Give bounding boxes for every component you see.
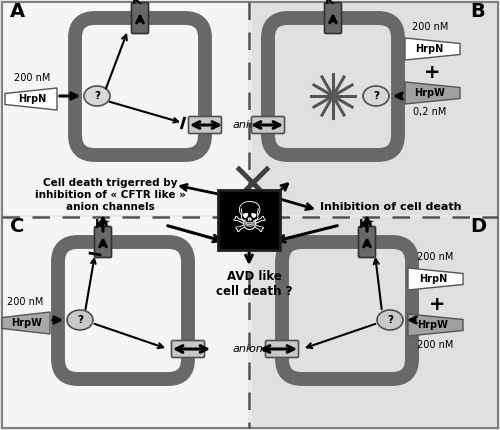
Text: K⁺: K⁺ xyxy=(359,218,375,230)
FancyBboxPatch shape xyxy=(324,3,342,34)
Text: 0,2 nM: 0,2 nM xyxy=(414,107,446,117)
FancyBboxPatch shape xyxy=(358,227,376,258)
Text: 200 nM: 200 nM xyxy=(7,297,43,307)
Bar xyxy=(2,2,248,215)
FancyBboxPatch shape xyxy=(188,117,222,133)
Text: K⁺: K⁺ xyxy=(325,0,341,6)
Text: HrpN: HrpN xyxy=(418,274,447,284)
Polygon shape xyxy=(405,82,460,104)
Text: HrpW: HrpW xyxy=(12,318,42,328)
Text: anions: anions xyxy=(233,344,269,354)
FancyBboxPatch shape xyxy=(252,117,284,133)
FancyBboxPatch shape xyxy=(172,341,204,357)
Text: ?: ? xyxy=(387,315,393,325)
Ellipse shape xyxy=(84,86,110,106)
Text: +: + xyxy=(424,62,440,82)
Text: HrpN: HrpN xyxy=(416,44,444,54)
FancyBboxPatch shape xyxy=(218,190,280,250)
FancyBboxPatch shape xyxy=(266,341,298,357)
Polygon shape xyxy=(408,268,463,290)
Polygon shape xyxy=(408,314,463,336)
Text: K⁺: K⁺ xyxy=(132,0,148,6)
Text: ?: ? xyxy=(94,91,100,101)
Text: K⁺: K⁺ xyxy=(95,218,111,230)
Text: D: D xyxy=(470,217,486,236)
Text: AVD like
cell death ?: AVD like cell death ? xyxy=(216,270,292,298)
Ellipse shape xyxy=(377,310,403,330)
Text: 200 nM: 200 nM xyxy=(14,73,50,83)
Ellipse shape xyxy=(67,310,93,330)
Polygon shape xyxy=(2,312,50,334)
Polygon shape xyxy=(405,38,460,60)
Bar xyxy=(252,217,498,428)
Text: ?: ? xyxy=(373,91,379,101)
Text: anions: anions xyxy=(233,120,269,130)
Polygon shape xyxy=(5,88,57,110)
Text: C: C xyxy=(10,217,24,236)
Text: B: B xyxy=(470,2,485,21)
Text: 200 nM: 200 nM xyxy=(417,340,453,350)
Text: HrpN: HrpN xyxy=(18,94,46,104)
Text: Inhibition of cell death: Inhibition of cell death xyxy=(320,202,462,212)
FancyBboxPatch shape xyxy=(132,3,148,34)
Text: HrpW: HrpW xyxy=(418,320,448,330)
Text: 200 nM: 200 nM xyxy=(412,22,448,32)
Text: +: + xyxy=(429,295,446,313)
Bar xyxy=(252,2,498,215)
Text: HrpW: HrpW xyxy=(414,88,445,98)
Text: A: A xyxy=(10,2,25,21)
Text: Cell death trigerred by
inhibition of « CFTR like »
anion channels: Cell death trigerred by inhibition of « … xyxy=(34,178,186,212)
FancyBboxPatch shape xyxy=(94,227,112,258)
Text: 200 nM: 200 nM xyxy=(417,252,453,262)
Ellipse shape xyxy=(363,86,389,106)
Bar xyxy=(2,217,248,428)
Text: ?: ? xyxy=(77,315,83,325)
Text: ☠: ☠ xyxy=(230,199,268,241)
